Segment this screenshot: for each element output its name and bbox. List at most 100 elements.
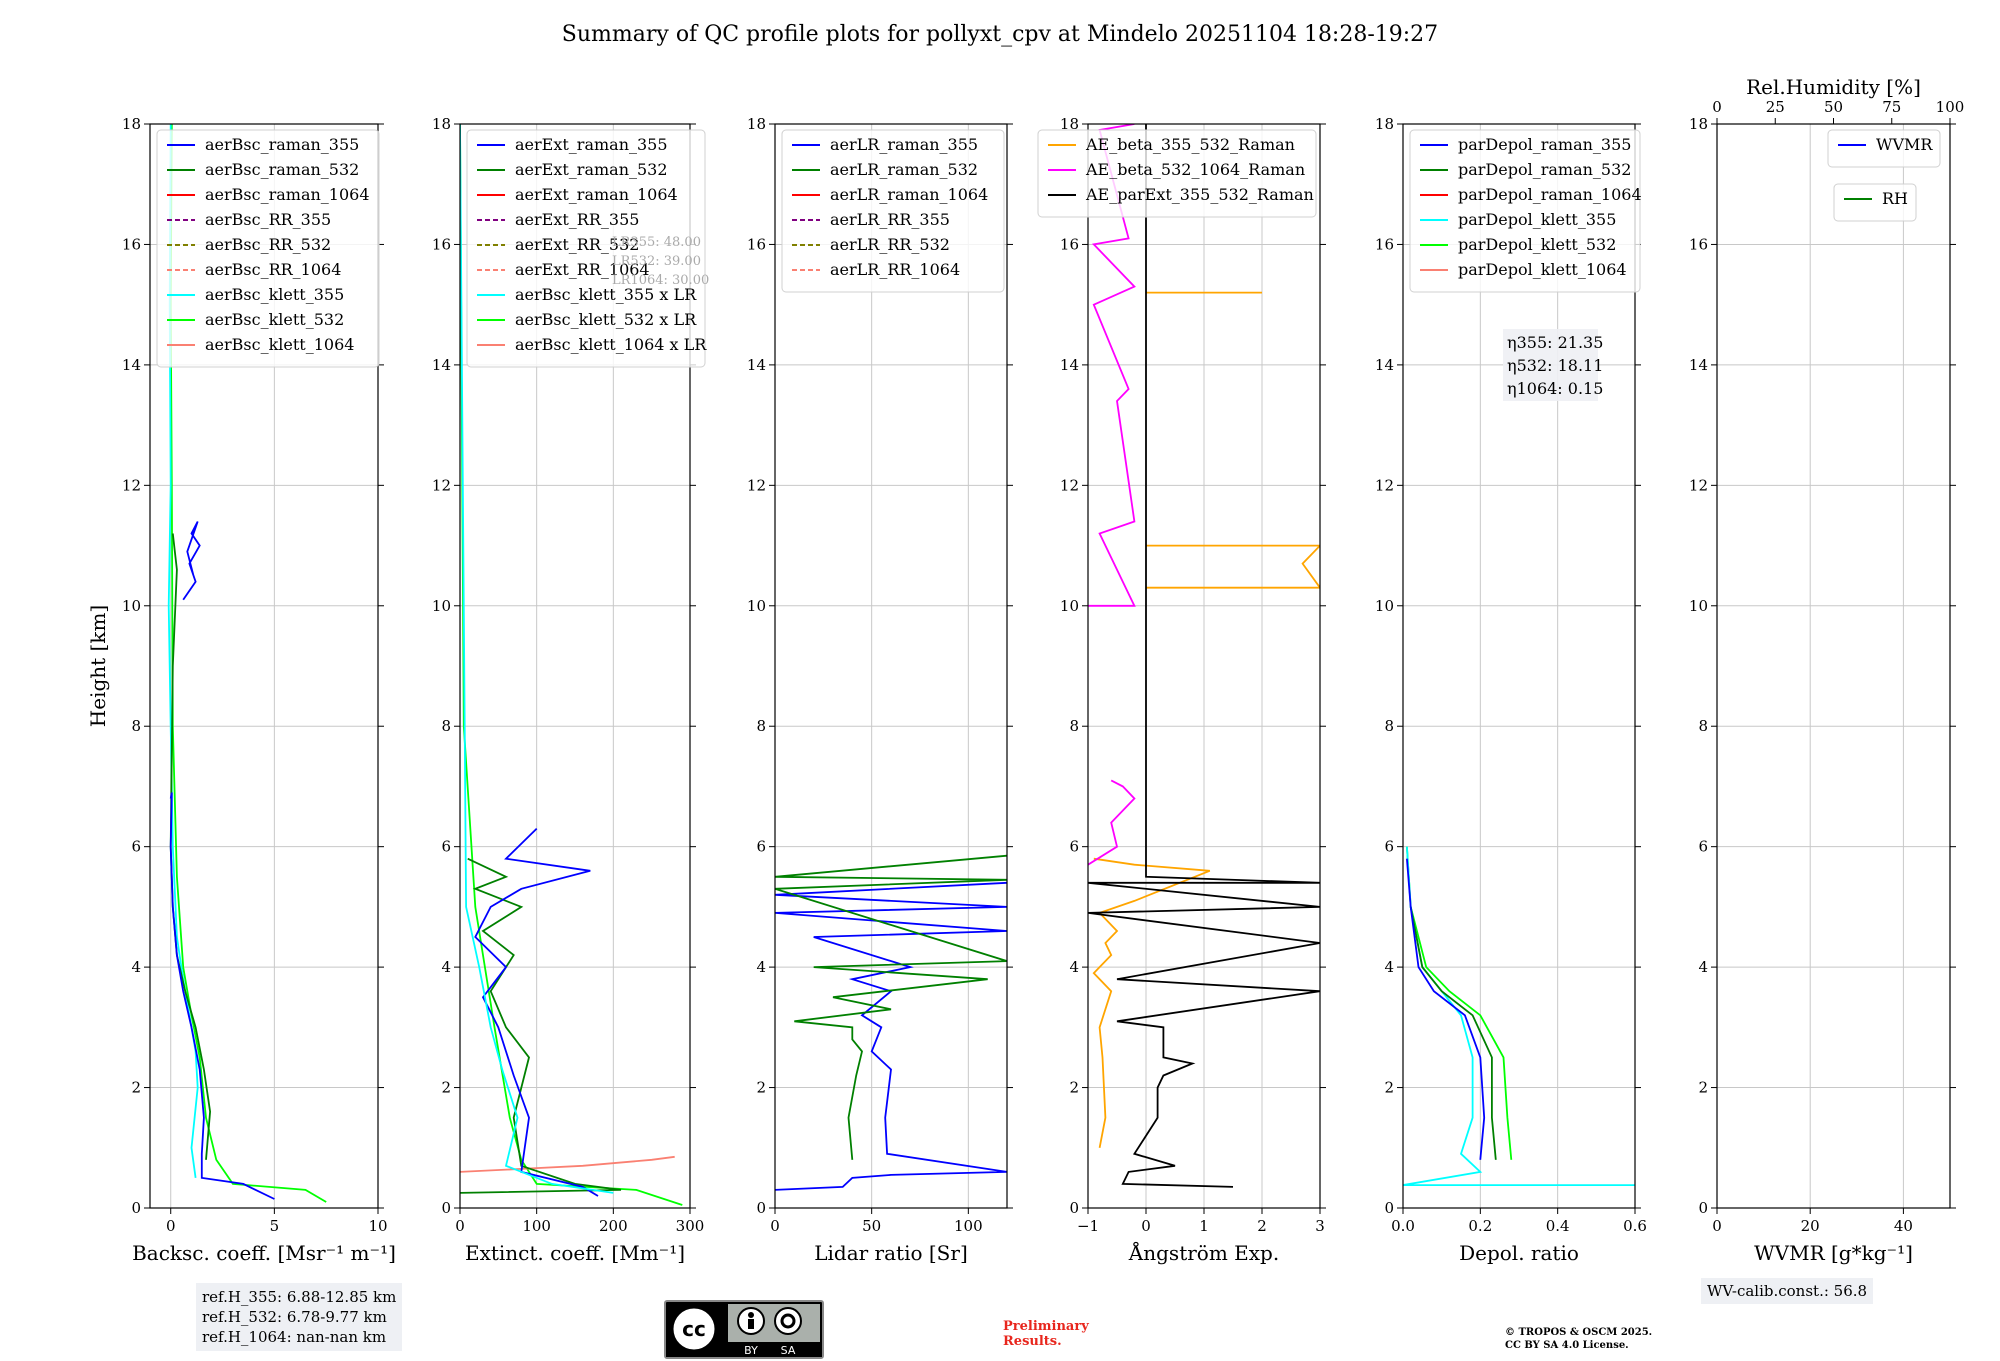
- y-tick-label: 6: [441, 838, 451, 856]
- y-tick-label: 4: [1698, 958, 1708, 976]
- x-tick-label: 10: [368, 1217, 387, 1235]
- legend-frame: [1833, 183, 1917, 222]
- legend-entry: aerExt_raman_532: [515, 160, 668, 179]
- panel-lr: 0 2 4 6 8 10 12 14 16 18 0 50 100 Lidar ratio [Sr] aer…: [747, 115, 1013, 1265]
- series-line: [775, 854, 1007, 1160]
- legend-entry: parDepol_raman_355: [1458, 135, 1631, 154]
- x-tick-label: 1: [1199, 1217, 1209, 1235]
- reference-height-box: ref.H_355: 6.88-12.85 km ref.H_532: 6.78…: [196, 1283, 403, 1351]
- series-line: [1146, 544, 1320, 589]
- legend-entry: aerLR_RR_532: [830, 235, 950, 254]
- legend-entry: aerLR_raman_532: [830, 160, 978, 179]
- x-tick-label: −1: [1077, 1217, 1099, 1235]
- y-tick-label: 2: [131, 1079, 141, 1097]
- x-tick-label: 0.4: [1546, 1217, 1570, 1235]
- y-tick-label: 12: [1375, 476, 1394, 494]
- series-line: [460, 857, 622, 1194]
- panel-dep: 0 2 4 6 8 10 12 14 16 18 0.0 0.2 0.4 0.6 Depol. ratio p…: [1375, 115, 1647, 1265]
- y-tick-label: 2: [1384, 1079, 1394, 1097]
- y-tick-label: 6: [756, 838, 766, 856]
- legend-entry: RH: [1882, 189, 1908, 208]
- y-tick-label: 0: [1384, 1199, 1394, 1217]
- y-tick-label: 18: [122, 115, 141, 133]
- y-tick-label: 6: [131, 838, 141, 856]
- series-line: [460, 1155, 675, 1173]
- y-tick-label: 16: [1375, 235, 1394, 253]
- legend-entry: aerExt_raman_355: [515, 135, 668, 154]
- series-line: [474, 827, 599, 1197]
- x-tick-label: 50: [862, 1217, 881, 1235]
- x-axis-label: WVMR [g*kg⁻¹]: [1754, 1241, 1913, 1265]
- y-tick-label: 6: [1384, 838, 1394, 856]
- wv-calib-box: WV-calib.const.: 56.8: [1701, 1278, 1874, 1304]
- legend-entry: AE_beta_355_532_Raman: [1085, 135, 1295, 154]
- y-tick-label: 4: [1069, 958, 1079, 976]
- legend-entry: aerBsc_raman_355: [205, 135, 359, 154]
- preliminary-note: Preliminary Results.: [1003, 1319, 1089, 1349]
- y-tick-label: 10: [1060, 597, 1079, 615]
- legend: AE_beta_355_532_Raman AE_beta_532_1064_Ra…: [1037, 129, 1317, 218]
- legend-entry: AE_beta_532_1064_Raman: [1085, 160, 1305, 179]
- y-tick-label: 4: [441, 958, 451, 976]
- series-line: [169, 792, 275, 1200]
- y-tick-label: 12: [747, 476, 766, 494]
- legend-entry: aerBsc_klett_532 x LR: [515, 310, 697, 329]
- x-tick-label: 0.2: [1468, 1217, 1492, 1235]
- x-tick-label: 0: [1712, 1217, 1722, 1235]
- series-group: [1088, 124, 1320, 1188]
- legend-entry: aerBsc_klett_532: [205, 310, 344, 329]
- x-tick-label: 0: [1141, 1217, 1151, 1235]
- eta-label: η1064: 0.15: [1507, 379, 1603, 398]
- y-tick-label: 0: [441, 1199, 451, 1217]
- panel-bsc: 0 2 4 6 8 10 12 14 16 18 0 5 10 Backsc. coeff. [Msr⁻¹…: [122, 115, 396, 1265]
- legend-entry: aerExt_raman_1064: [515, 185, 678, 204]
- y-tick-label: 2: [1698, 1079, 1708, 1097]
- y-tick-label: 12: [1689, 476, 1708, 494]
- x-axis-label: Extinct. coeff. [Mm⁻¹]: [465, 1241, 685, 1265]
- legend: aerBsc_raman_355 aerBsc_raman_532 aerBsc_r…: [156, 129, 380, 368]
- x-axis-label: Ångström Exp.: [1128, 1240, 1279, 1265]
- x-tick-label: 40: [1894, 1217, 1913, 1235]
- x-tick-label: 0: [455, 1217, 465, 1235]
- y-tick-label: 8: [441, 717, 451, 735]
- eta-box: [1503, 329, 1598, 401]
- series-line: [167, 124, 199, 1179]
- y-tick-label: 10: [747, 597, 766, 615]
- y-tick-label: 12: [122, 476, 141, 494]
- lr-label: LR1064: 30.00: [612, 273, 709, 288]
- ref-height-1064: ref.H_1064: nan-nan km: [202, 1328, 387, 1346]
- legend: WVMR: [1827, 129, 1941, 168]
- y-tick-label: 12: [1060, 476, 1079, 494]
- y-tick-label: 8: [1384, 717, 1394, 735]
- legend-entry: aerBsc_raman_1064: [205, 185, 370, 204]
- legend-entry: aerBsc_klett_355: [205, 285, 344, 304]
- legend-frame: [1409, 129, 1641, 293]
- legend-entry: aerExt_RR_355: [515, 210, 639, 229]
- y-tick-label: 8: [131, 717, 141, 735]
- x-tick-label: 3: [1315, 1217, 1325, 1235]
- legend-entry: aerBsc_RR_1064: [205, 260, 341, 279]
- legend-entry: aerLR_raman_1064: [830, 185, 988, 204]
- x-axis-label: Backsc. coeff. [Msr⁻¹ m⁻¹]: [132, 1241, 396, 1265]
- legend-frame: [466, 129, 706, 368]
- y-tick-label: 16: [747, 235, 766, 253]
- legend-entry: AE_parExt_355_532_Raman: [1085, 185, 1314, 204]
- legend-entry: aerBsc_RR_355: [205, 210, 331, 229]
- y-tick-label: 18: [1060, 115, 1079, 133]
- legend-entry: WVMR: [1876, 135, 1933, 154]
- y-tick-label: 8: [1069, 717, 1079, 735]
- y-tick-label: 14: [432, 356, 451, 374]
- preliminary-line-1: Preliminary: [1003, 1319, 1089, 1334]
- x-tick-label: 100: [522, 1217, 551, 1235]
- y-tick-label: 18: [432, 115, 451, 133]
- legend-entry: aerLR_RR_355: [830, 210, 950, 229]
- y-tick-label: 4: [1384, 958, 1394, 976]
- y-tick-label: 14: [1375, 356, 1394, 374]
- x-tick-label: 0.0: [1391, 1217, 1415, 1235]
- x-axis-label: Depol. ratio: [1459, 1241, 1579, 1265]
- cc-by-sa-logo: cc BY SA: [664, 1300, 824, 1359]
- y-tick-label: 16: [122, 235, 141, 253]
- ref-height-532: ref.H_532: 6.78-9.77 km: [202, 1308, 387, 1326]
